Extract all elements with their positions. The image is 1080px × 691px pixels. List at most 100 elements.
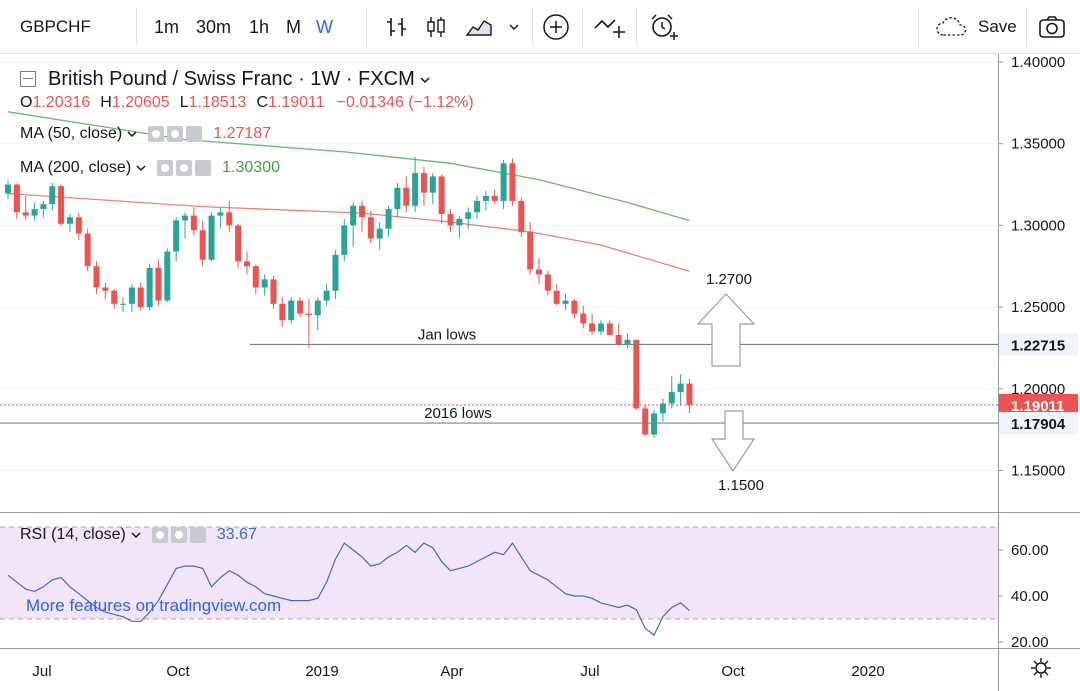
candle-body <box>252 266 259 288</box>
top-toolbar: GBPCHF 1m 30m 1h M W <box>0 0 1080 54</box>
candle-body <box>544 274 551 291</box>
close-label: C <box>256 94 269 111</box>
open-label: O <box>20 94 33 111</box>
candle-body <box>668 392 675 404</box>
candle-body <box>677 383 684 393</box>
candle-body <box>173 220 180 252</box>
toolbar-divider <box>136 8 137 46</box>
candle-body <box>376 228 383 239</box>
high-value: 1.20605 <box>111 94 170 111</box>
down-arrow <box>710 410 756 473</box>
alarm-clock-icon[interactable] <box>648 0 680 54</box>
candle-body <box>111 290 118 304</box>
toolbar-divider <box>366 8 367 46</box>
close-value: 1.19011 <box>268 94 325 111</box>
tradingview-link[interactable]: More features on tradingview.com <box>26 596 282 615</box>
eye-icon[interactable] <box>151 527 168 543</box>
candle-body <box>500 163 507 201</box>
candle-body <box>571 300 578 314</box>
eye-icon[interactable] <box>148 126 165 142</box>
rsi-line <box>7 542 690 637</box>
time-tick-label: Oct <box>721 663 745 680</box>
interval-month[interactable]: M <box>286 16 301 37</box>
candle-body <box>323 290 330 301</box>
camera-icon[interactable] <box>1038 0 1066 54</box>
candle-body <box>93 266 100 288</box>
low-label: L <box>179 94 189 111</box>
candle-body <box>137 287 144 308</box>
pane-separator[interactable] <box>0 512 1080 513</box>
price-tick-label: 1.20000 <box>1011 381 1065 398</box>
chevron-down-icon[interactable] <box>419 75 431 85</box>
chevron-down-icon[interactable] <box>135 163 147 173</box>
candle-body <box>217 212 224 216</box>
candle-body <box>314 300 321 316</box>
candle-body <box>58 186 65 224</box>
candle-body <box>288 300 295 321</box>
candle-body <box>597 323 604 332</box>
symbol-title: British Pound / Swiss Franc · 1W · FXCM <box>48 68 415 90</box>
candle-body <box>491 195 498 201</box>
eye-icon[interactable] <box>157 160 174 176</box>
settings-sun-icon[interactable] <box>1030 657 1052 684</box>
ma50-label[interactable]: MA (50, close) <box>20 125 123 142</box>
candles-style-icon[interactable] <box>425 0 447 54</box>
candle-body <box>482 195 489 201</box>
toolbar-divider <box>918 8 919 46</box>
close-icon[interactable] <box>195 160 212 176</box>
candle-body <box>420 173 427 193</box>
time-tick-label: Jul <box>32 663 51 680</box>
chevron-down-icon[interactable] <box>126 129 138 139</box>
price-tick-label: 1.25000 <box>1011 299 1065 316</box>
interval-1m[interactable]: 1m <box>154 16 180 37</box>
candle-body <box>146 267 153 308</box>
candle-body <box>226 212 233 226</box>
time-axis-border <box>0 648 1080 649</box>
save-button[interactable]: Save <box>934 0 1017 54</box>
gear-icon[interactable] <box>167 126 184 142</box>
rsi-tick-label: 20.00 <box>1011 634 1049 651</box>
chevron-down-icon[interactable] <box>130 530 142 540</box>
ma200-label[interactable]: MA (200, close) <box>20 159 132 176</box>
candle-body <box>580 313 587 324</box>
candle-body <box>5 184 11 194</box>
bars-style-icon[interactable] <box>386 0 408 54</box>
candle-body <box>75 217 82 234</box>
compare-plus-icon[interactable] <box>594 0 628 54</box>
close-icon[interactable] <box>186 126 203 142</box>
price-tick-label: 1.40000 <box>1011 54 1065 71</box>
candle-body <box>155 267 162 301</box>
change-value: −0.01346 (−1.12%) <box>336 94 474 111</box>
series-legend: British Pound / Swiss Franc · 1W · FXCM <box>20 68 431 91</box>
candle-body <box>270 279 277 304</box>
gear-icon[interactable] <box>170 527 187 543</box>
price-tick-label: 1.30000 <box>1011 217 1065 234</box>
symbol-search[interactable]: GBPCHF <box>20 0 91 54</box>
interval-week[interactable]: W <box>316 16 333 37</box>
rsi-label[interactable]: RSI (14, close) <box>20 526 126 543</box>
ma50-legend: MA (50, close) 1.27187 <box>20 125 271 143</box>
candle-body <box>120 303 127 305</box>
interval-30m[interactable]: 30m <box>196 16 232 37</box>
interval-1h[interactable]: 1h <box>249 16 270 37</box>
chevron-down-icon[interactable] <box>508 0 520 54</box>
time-tick-label: Apr <box>440 663 463 680</box>
collapse-legend-icon[interactable] <box>20 70 36 87</box>
low-value: 1.18513 <box>188 94 247 111</box>
time-tick-label: 2020 <box>851 663 884 680</box>
candle-body <box>606 323 613 335</box>
high-label: H <box>100 94 112 111</box>
gear-icon[interactable] <box>176 160 193 176</box>
candle-body <box>589 323 596 332</box>
target-down-label: 1.1500 <box>718 477 764 494</box>
ma200-legend: MA (200, close) 1.30300 <box>20 159 280 177</box>
ohlc-values: O 1.20316 H 1.20605 L 1.18513 C 1.19011 −0.0… <box>20 94 474 112</box>
symbol-label: GBPCHF <box>20 17 91 36</box>
indicators-plus-icon[interactable] <box>542 0 570 54</box>
toolbar-divider <box>1026 8 1027 46</box>
close-icon[interactable] <box>189 527 206 543</box>
area-style-icon[interactable] <box>466 0 492 54</box>
candle-body <box>164 251 171 301</box>
candle-body <box>651 413 658 435</box>
